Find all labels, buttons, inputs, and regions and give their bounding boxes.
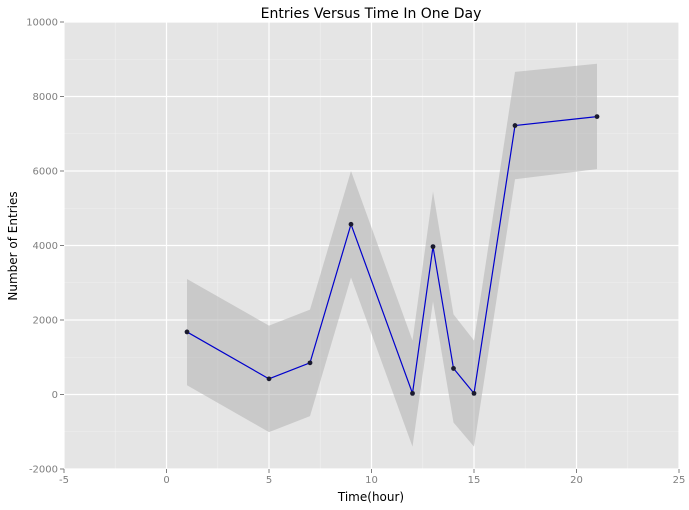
- data-point: [184, 329, 190, 335]
- chart-title: Entries Versus Time In One Day: [261, 6, 482, 22]
- data-point: [430, 244, 436, 250]
- x-axis-title: Time(hour): [337, 490, 404, 504]
- x-tick-label: 15: [468, 475, 481, 486]
- y-tick-label: 6000: [33, 167, 58, 178]
- y-axis-ticks: -2000 0 2000 4000 6000 8000 10000: [26, 18, 64, 476]
- data-point: [410, 390, 415, 396]
- y-tick-label: 10000: [26, 18, 58, 29]
- series-line-layer: [186, 116, 598, 395]
- y-tick-label: 8000: [33, 92, 58, 103]
- y-tick-label: 4000: [33, 241, 58, 252]
- data-point: [348, 221, 354, 227]
- data-point: [451, 366, 456, 371]
- x-axis-ticks: -5 0 5 10 15 20 25: [59, 469, 685, 486]
- data-point: [307, 360, 313, 366]
- confidence-band: [187, 63, 597, 447]
- data-point: [594, 114, 600, 120]
- x-tick-label: 0: [163, 475, 169, 486]
- y-tick-label: -2000: [29, 465, 58, 476]
- series-points-layer: [184, 114, 600, 396]
- data-point: [471, 390, 477, 396]
- data-point: [512, 123, 518, 128]
- x-tick-label: -5: [59, 475, 69, 486]
- x-tick-label: 20: [570, 475, 583, 486]
- y-axis-title: Number of Entries: [6, 191, 20, 300]
- series-line: [186, 116, 598, 395]
- x-tick-label: 5: [266, 475, 272, 486]
- y-tick-label: 2000: [33, 316, 58, 327]
- data-point: [266, 376, 272, 382]
- x-tick-label: 25: [673, 475, 686, 486]
- x-tick-label: 10: [365, 475, 378, 486]
- confidence-band-layer: [187, 63, 597, 447]
- y-tick-label: 0: [52, 390, 58, 401]
